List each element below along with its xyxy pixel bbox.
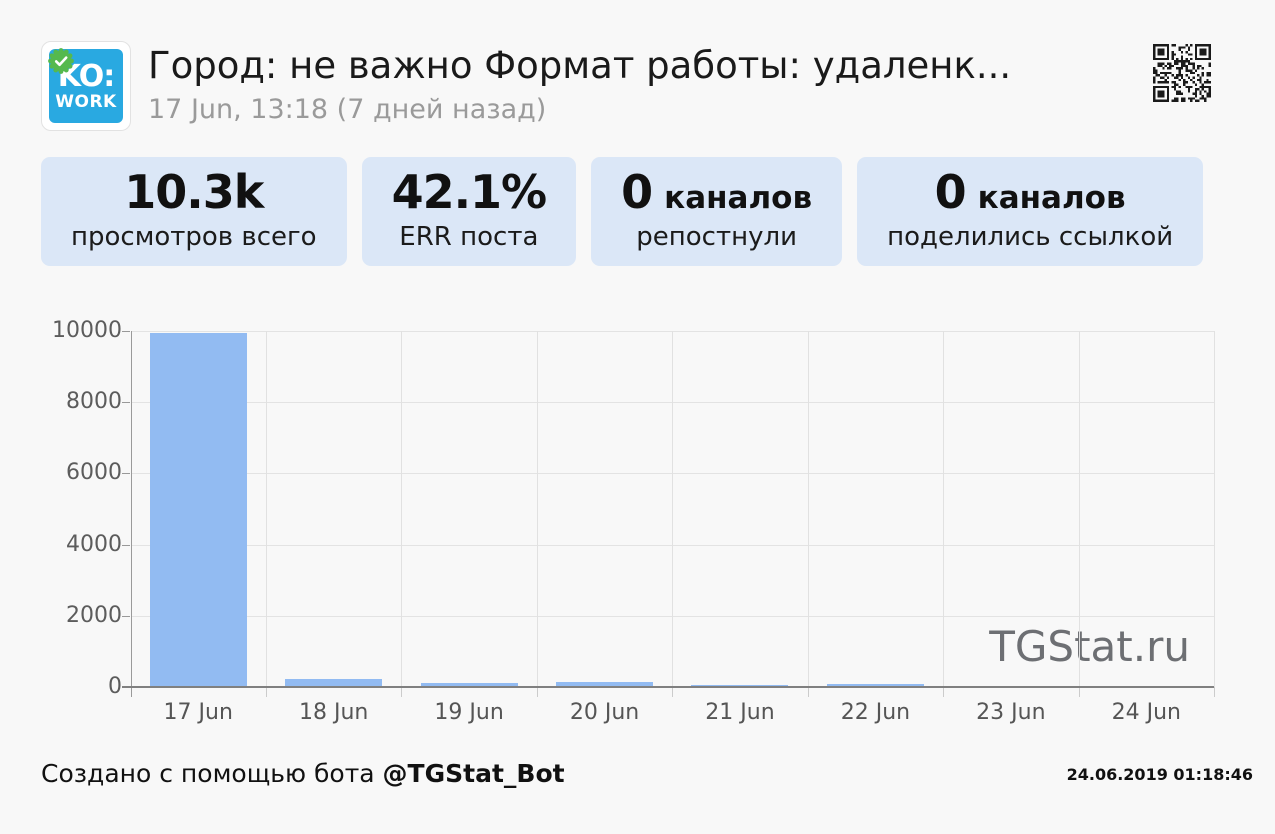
gridline-y bbox=[130, 331, 1214, 332]
err-value: 42.1% bbox=[391, 165, 548, 219]
y-axis-line bbox=[130, 331, 132, 697]
gridline-x bbox=[943, 331, 945, 687]
y-axis-tick bbox=[122, 331, 130, 332]
tgstat-watermark: TGStat.ru bbox=[989, 622, 1190, 671]
x-axis-tick bbox=[672, 687, 674, 697]
stats-row: 10.3k просмотров всего 42.1% ERR поста 0… bbox=[41, 157, 1204, 266]
x-axis-tick bbox=[401, 687, 403, 697]
x-axis-tick bbox=[1214, 687, 1215, 697]
x-axis-tick bbox=[1078, 687, 1080, 697]
x-axis-tick bbox=[536, 687, 538, 697]
y-axis-tick bbox=[122, 687, 130, 688]
x-axis-label: 19 Jun bbox=[434, 700, 504, 725]
y-axis-label: 6000 bbox=[66, 460, 122, 486]
stat-card-views: 10.3k просмотров всего bbox=[41, 157, 347, 266]
y-axis-label: 2000 bbox=[66, 602, 122, 628]
verified-badge-icon bbox=[48, 48, 74, 74]
bar-20-jun bbox=[556, 682, 654, 687]
x-axis-line bbox=[122, 686, 1214, 688]
reposts-label: репостнули bbox=[636, 222, 797, 252]
x-axis-tick bbox=[130, 687, 132, 697]
x-axis-tick bbox=[807, 687, 809, 697]
bar-17-jun bbox=[149, 333, 247, 687]
qr-code bbox=[1153, 44, 1211, 102]
channel-logo: KO: WORK bbox=[49, 49, 123, 123]
reposts-value: 0 bbox=[621, 165, 653, 219]
x-axis-label: 23 Jun bbox=[976, 700, 1046, 725]
link-shares-label: поделились ссылкой bbox=[887, 222, 1174, 252]
header-text: Город: не важно Формат работы: удаленк..… bbox=[148, 44, 1108, 127]
views-total-label: просмотров всего bbox=[71, 222, 317, 252]
footer-bot-handle: @TGStat_Bot bbox=[382, 759, 565, 788]
gridline-x bbox=[672, 331, 674, 687]
gridline-x bbox=[536, 331, 538, 687]
bar-22-jun bbox=[826, 683, 924, 687]
y-axis-tick bbox=[122, 402, 130, 404]
link-shares-suffix: каналов bbox=[977, 180, 1126, 216]
reposts-suffix: каналов bbox=[664, 180, 813, 216]
y-axis-tick bbox=[122, 473, 130, 475]
post-date: 17 Jun, 13:18 (7 дней назад) bbox=[148, 94, 547, 125]
stat-card-err: 42.1% ERR поста bbox=[361, 157, 577, 266]
x-axis-tick bbox=[943, 687, 945, 697]
gridline-x bbox=[1214, 331, 1215, 687]
y-axis-tick bbox=[122, 544, 130, 546]
gridline-y bbox=[130, 544, 1214, 546]
gridline-y bbox=[130, 402, 1214, 404]
x-axis-tick bbox=[265, 687, 267, 697]
x-axis-label: 20 Jun bbox=[569, 700, 640, 725]
y-axis-tick bbox=[122, 615, 130, 617]
gridline-x bbox=[1078, 331, 1080, 687]
link-shares-value: 0 bbox=[934, 165, 967, 219]
x-axis-label: 18 Jun bbox=[298, 700, 369, 725]
gridline-x bbox=[807, 331, 809, 687]
footer-credit: Создано с помощью бота @TGStat_Bot bbox=[41, 759, 565, 788]
gridline-x bbox=[401, 331, 403, 687]
x-axis-label: 21 Jun bbox=[705, 700, 775, 725]
gridline-x bbox=[265, 331, 267, 687]
gridline-y bbox=[130, 473, 1214, 475]
y-axis-label: 0 bbox=[108, 674, 122, 699]
bar-18-jun bbox=[285, 678, 383, 687]
views-total-value: 10.3k bbox=[124, 165, 264, 219]
channel-avatar: KO: WORK bbox=[41, 41, 131, 131]
footer-created-text: Создано с помощью бота bbox=[41, 759, 375, 788]
x-axis-label: 22 Jun bbox=[840, 700, 911, 725]
bar-19-jun bbox=[420, 683, 518, 687]
bar-21-jun bbox=[691, 684, 789, 687]
gridline-y bbox=[130, 615, 1214, 617]
x-axis-label: 24 Jun bbox=[1111, 700, 1181, 725]
y-axis-label: 8000 bbox=[66, 389, 122, 415]
err-label: ERR поста bbox=[399, 222, 539, 252]
channel-logo-text-bottom: WORK bbox=[55, 91, 117, 112]
stat-card-reposts: 0 каналов репостнули bbox=[591, 157, 843, 266]
y-axis-label: 10000 bbox=[52, 318, 122, 343]
x-axis-label: 17 Jun bbox=[163, 700, 233, 725]
footer-timestamp: 24.06.2019 01:18:46 bbox=[1066, 765, 1253, 784]
post-title: Город: не важно Формат работы: удаленк..… bbox=[148, 44, 1012, 87]
stat-card-link-shares: 0 каналов поделились ссылкой bbox=[857, 157, 1204, 266]
y-axis-label: 4000 bbox=[66, 531, 122, 557]
